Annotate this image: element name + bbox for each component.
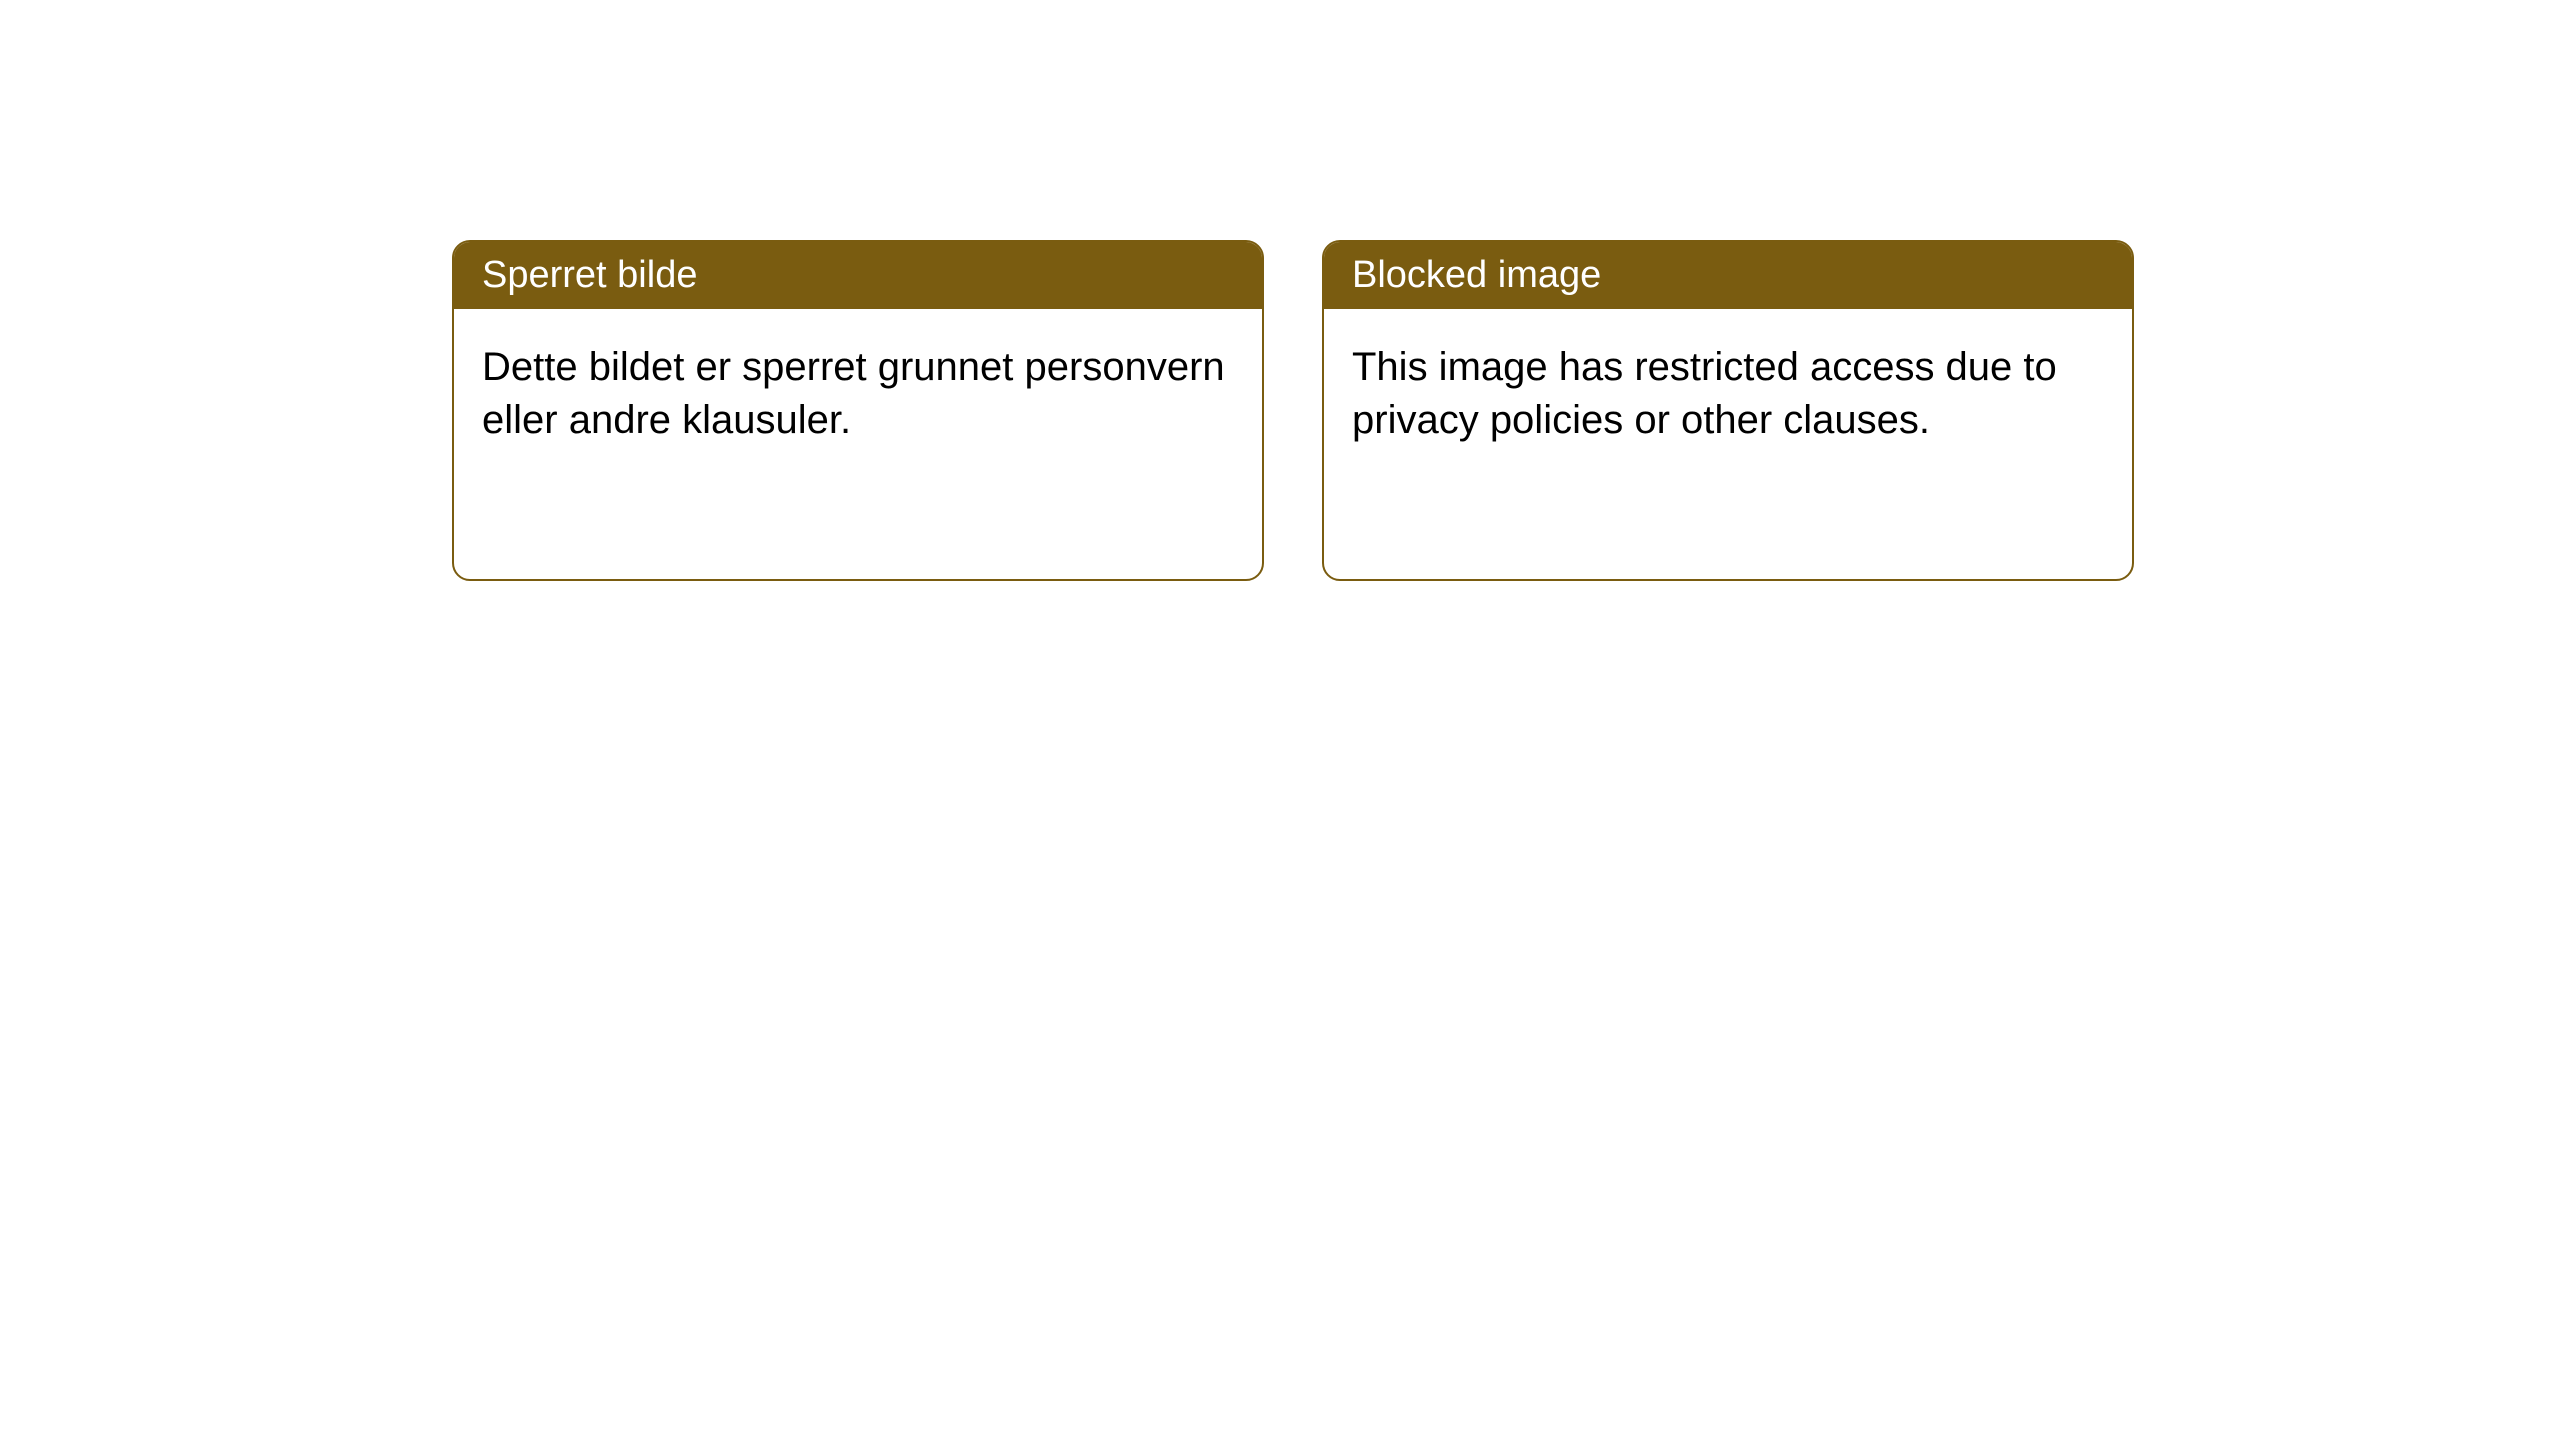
notice-card-norwegian: Sperret bilde Dette bildet er sperret gr…: [452, 240, 1264, 581]
notice-body: This image has restricted access due to …: [1324, 309, 2132, 579]
notice-header: Sperret bilde: [454, 242, 1262, 309]
notice-card-english: Blocked image This image has restricted …: [1322, 240, 2134, 581]
notice-header: Blocked image: [1324, 242, 2132, 309]
notice-body: Dette bildet er sperret grunnet personve…: [454, 309, 1262, 579]
notice-container: Sperret bilde Dette bildet er sperret gr…: [0, 0, 2560, 581]
